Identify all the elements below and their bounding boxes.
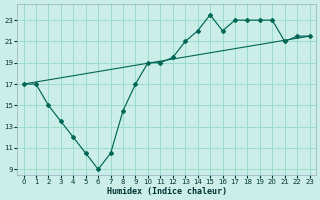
X-axis label: Humidex (Indice chaleur): Humidex (Indice chaleur) — [107, 187, 227, 196]
